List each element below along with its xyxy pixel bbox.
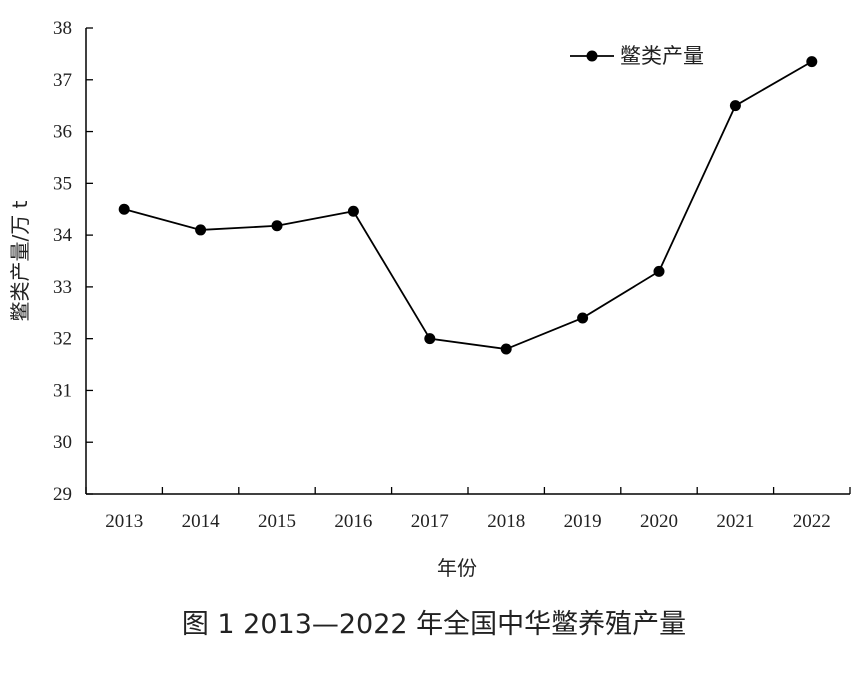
- data-point: [806, 56, 818, 68]
- y-tick-label: 29: [53, 484, 72, 505]
- series-layer: [118, 56, 818, 355]
- figure-caption: 图 1 2013—2022 年全国中华鳖养殖产量: [182, 609, 686, 640]
- x-tick-label: 2013: [105, 511, 143, 532]
- data-point: [653, 265, 665, 277]
- y-tick-label: 33: [53, 277, 72, 298]
- legend-marker-swatch: [586, 50, 598, 62]
- series-line: [123, 60, 813, 350]
- x-tick-label: 2015: [258, 511, 296, 532]
- axes: [85, 28, 850, 495]
- data-point: [118, 203, 130, 215]
- y-tick-label: 34: [53, 225, 73, 246]
- y-ticks: 29 30 31 32 33 34 35 36 37 38: [53, 18, 93, 505]
- x-tick-label: 2021: [716, 511, 754, 532]
- y-tick-label: 36: [53, 122, 72, 143]
- legend: 鳖类产量: [570, 44, 704, 68]
- y-axis-title: 鳖类产量/万 t: [8, 200, 32, 321]
- x-tick-label: 2018: [487, 511, 525, 532]
- x-tick-label: 2016: [334, 511, 372, 532]
- y-tick-label: 32: [53, 329, 72, 350]
- data-point: [347, 205, 359, 217]
- y-tick-label: 30: [53, 432, 72, 453]
- data-point: [195, 224, 207, 236]
- x-ticks: 2013 2014 2015 2016 2017 2018 2019 2020 2021 2022: [85, 487, 851, 532]
- legend-label: 鳖类产量: [620, 44, 704, 68]
- y-tick-label: 31: [53, 380, 72, 401]
- y-tick-label: 38: [53, 18, 72, 39]
- x-axis-title: 年份: [437, 556, 477, 580]
- x-tick-label: 2019: [564, 511, 602, 532]
- data-point: [729, 100, 741, 112]
- data-point: [271, 220, 283, 232]
- data-point: [577, 312, 589, 324]
- x-tick-label: 2017: [411, 511, 449, 532]
- x-tick-label: 2014: [182, 511, 221, 532]
- data-point: [424, 333, 436, 345]
- x-tick-label: 2022: [793, 511, 831, 532]
- y-tick-label: 37: [53, 70, 72, 91]
- data-point: [500, 343, 512, 355]
- y-tick-label: 35: [53, 173, 72, 194]
- x-tick-label: 2020: [640, 511, 678, 532]
